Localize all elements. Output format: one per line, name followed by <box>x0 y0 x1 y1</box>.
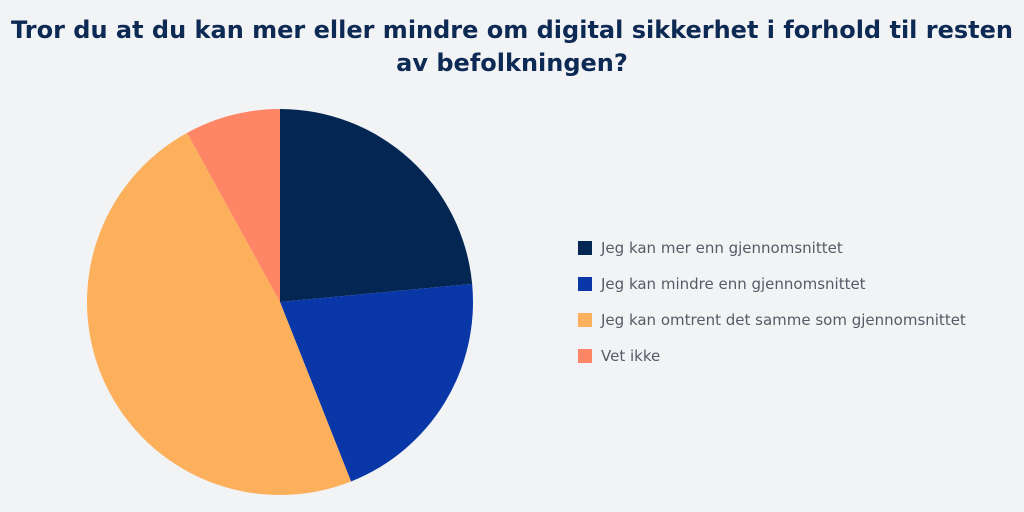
legend-item[interactable]: Jeg kan mer enn gjennomsnittet <box>578 230 966 266</box>
pie-slice-2[interactable] <box>280 283 473 482</box>
legend: Jeg kan mer enn gjennomsnittet Jeg kan m… <box>578 230 966 374</box>
legend-item[interactable]: Vet ikke <box>578 338 966 374</box>
legend-swatch <box>578 241 592 255</box>
legend-swatch <box>578 313 592 327</box>
pie-slice-3[interactable] <box>86 132 352 496</box>
legend-label: Jeg kan mindre enn gjennomsnittet <box>601 275 866 293</box>
legend-label: Vet ikke <box>601 347 661 365</box>
pie-slice-4[interactable] <box>187 109 280 302</box>
legend-swatch <box>578 349 592 363</box>
chart-title: Tror du at du kan mer eller mindre om di… <box>11 16 1013 77</box>
legend-swatch <box>578 277 592 291</box>
legend-label: Jeg kan mer enn gjennomsnittet <box>601 239 843 257</box>
legend-item[interactable]: Jeg kan omtrent det samme som gjennomsni… <box>578 302 966 338</box>
pie-slice-1[interactable] <box>280 109 473 302</box>
legend-item[interactable]: Jeg kan mindre enn gjennomsnittet <box>578 266 966 302</box>
legend-label: Jeg kan omtrent det samme som gjennomsni… <box>601 311 966 329</box>
